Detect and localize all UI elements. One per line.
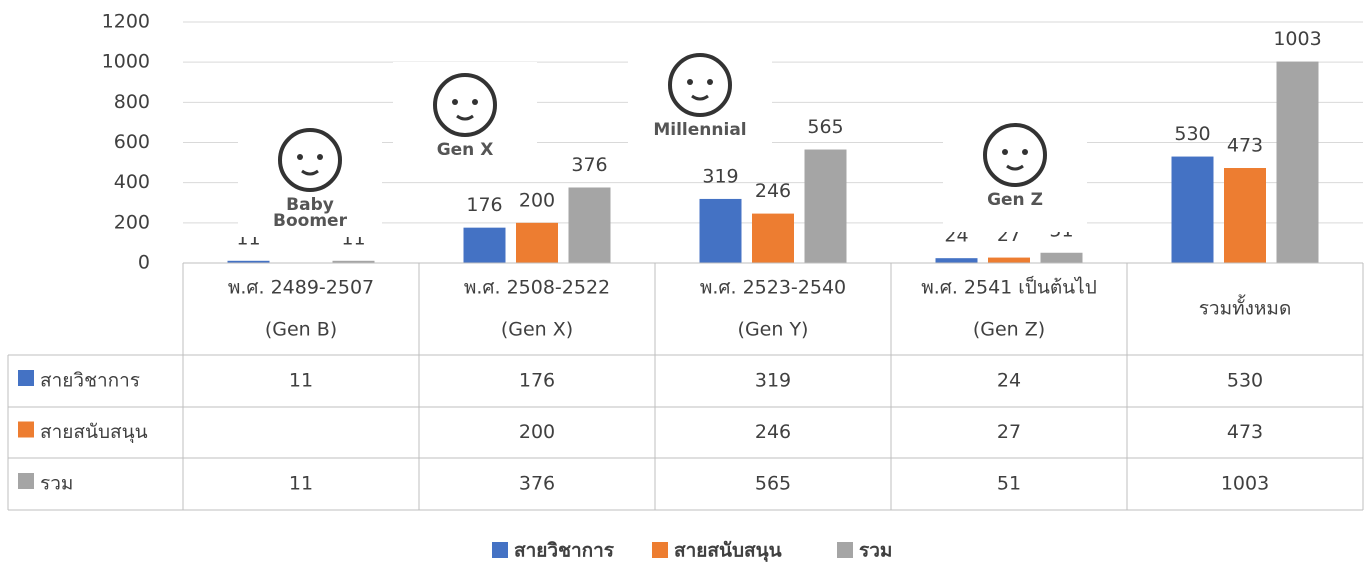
legend-swatch	[492, 542, 508, 558]
table-cell: 24	[997, 370, 1021, 392]
legend-label: รวม	[859, 540, 892, 562]
table-cell: 51	[997, 473, 1021, 495]
icon-eye	[472, 99, 478, 105]
bar	[936, 258, 978, 263]
bar	[569, 187, 611, 263]
icon-label: Boomer	[273, 211, 348, 231]
icon-label: Millennial	[653, 120, 746, 140]
icon-face	[985, 125, 1045, 185]
bar	[700, 199, 742, 263]
table-row-label: รวม	[40, 473, 73, 495]
x-tick-label: พ.ศ. 2523-2540	[700, 277, 846, 299]
icon: Gen X	[393, 62, 537, 182]
x-tick-label: พ.ศ. 2489-2507	[228, 277, 374, 299]
table-cell: 200	[519, 421, 555, 443]
data-label: 176	[466, 194, 502, 216]
bar	[1277, 62, 1319, 263]
bar	[1041, 253, 1083, 263]
page: {"chart_data": {"type": "bar", "categori…	[0, 0, 1369, 570]
legend-swatch	[652, 542, 668, 558]
icon-eye	[687, 79, 693, 85]
legend-label: สายวิชาการ	[514, 540, 615, 562]
table-swatch	[18, 370, 34, 386]
x-tick-label: พ.ศ. 2508-2522	[464, 277, 610, 299]
y-tick-label: 200	[114, 211, 150, 233]
legend-label: สายสนับสนุน	[674, 540, 782, 563]
data-label: 319	[702, 165, 738, 187]
icon-eye	[1002, 149, 1008, 155]
bar	[752, 214, 794, 263]
x-tick-label: (Gen B)	[265, 319, 337, 341]
data-label: 565	[807, 116, 843, 138]
table-cell: 530	[1227, 370, 1263, 392]
table-cell: 1003	[1221, 473, 1269, 495]
table-cell: 246	[755, 421, 791, 443]
x-tick-label: (Gen X)	[501, 319, 573, 341]
bar	[988, 258, 1030, 263]
table-cell: 27	[997, 421, 1021, 443]
icon-face	[280, 130, 340, 190]
chart: 0 200 400 600 800 1000 1200 11 176 319 24 530 200 246…	[0, 0, 1369, 570]
y-tick-label: 600	[114, 131, 150, 153]
bar	[1224, 168, 1266, 263]
legend-swatch	[837, 542, 853, 558]
icon-eye	[297, 154, 303, 160]
data-label: 1003	[1273, 28, 1321, 50]
x-tick-label: รวมทั้งหมด	[1199, 295, 1292, 320]
data-label: 200	[519, 189, 555, 211]
bar	[1172, 157, 1214, 263]
x-tick-label: พ.ศ. 2541 เป็นต้นไป	[921, 275, 1097, 299]
table-cell: 473	[1227, 421, 1263, 443]
icon: Gen Z	[943, 112, 1087, 232]
icon-label: Gen X	[437, 140, 494, 160]
data-label: 376	[571, 154, 607, 176]
x-tick-label: (Gen Y)	[738, 319, 809, 341]
table-row-label: สายสนับสนุน	[40, 421, 148, 444]
icon-label: Gen Z	[987, 190, 1043, 210]
bar	[516, 223, 558, 263]
icon: Millennial	[628, 42, 772, 162]
x-tick-label: (Gen Z)	[973, 319, 1045, 341]
data-label: 530	[1174, 123, 1210, 145]
data-label: 246	[755, 180, 791, 202]
y-tick-label: 0	[138, 252, 150, 274]
icon-eye	[452, 99, 458, 105]
bar	[464, 228, 506, 263]
y-tick-label: 1000	[102, 51, 150, 73]
bar	[805, 150, 847, 263]
table-swatch	[18, 473, 34, 489]
table-cell: 565	[755, 473, 791, 495]
y-tick-label: 400	[114, 171, 150, 193]
table-cell: 376	[519, 473, 555, 495]
table-cell: 319	[755, 370, 791, 392]
table-cell: 11	[289, 370, 313, 392]
icon-eye	[1022, 149, 1028, 155]
y-tick-label: 1200	[102, 11, 150, 33]
table-row-label: สายวิชาการ	[40, 370, 140, 392]
table-swatch	[18, 422, 34, 438]
icon-face	[435, 75, 495, 135]
icon-face	[670, 55, 730, 115]
table-cell: 11	[289, 473, 313, 495]
table-cell: 176	[519, 370, 555, 392]
icon-eye	[317, 154, 323, 160]
data-label: 473	[1227, 135, 1263, 157]
icon-eye	[707, 79, 713, 85]
y-tick-label: 800	[114, 91, 150, 113]
